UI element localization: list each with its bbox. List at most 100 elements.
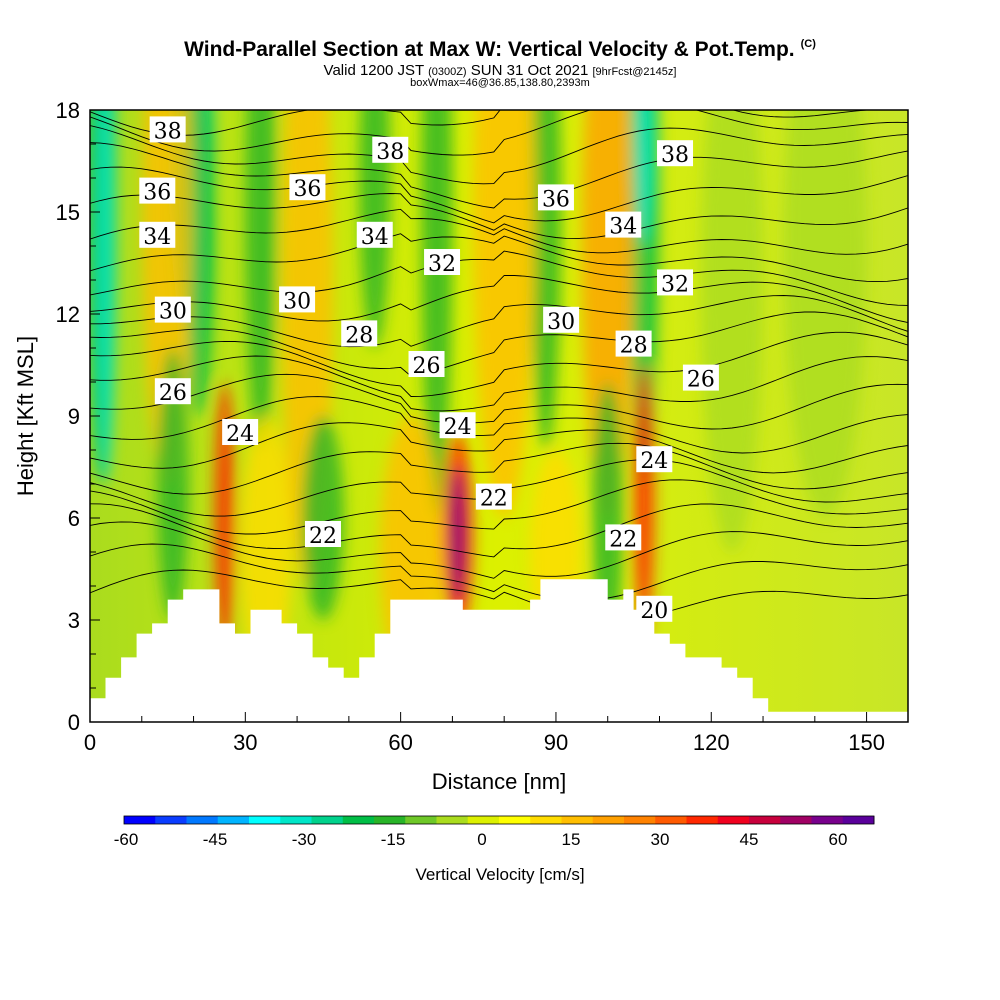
contour-label-box [279, 286, 316, 313]
x-tick-label: 30 [233, 730, 257, 755]
contour-label: 30 [543, 306, 580, 335]
colorbar-swatch [749, 816, 781, 824]
isentrope-line [90, 373, 908, 430]
contour-label-text: 30 [547, 310, 575, 335]
colorbar-tick-label: 60 [829, 830, 848, 849]
velocity-blob [214, 382, 235, 654]
velocity-blob [473, 110, 536, 518]
contour-label: 32 [424, 249, 461, 277]
isentrope-line [90, 250, 908, 306]
colorbar-swatch [186, 816, 219, 824]
contour-label: 26 [408, 351, 445, 379]
contour-label-text: 22 [609, 527, 637, 552]
terrain-mask [90, 579, 908, 722]
contour-label: 22 [475, 483, 512, 512]
velocity-blob [95, 110, 116, 484]
contour-label-text: 24 [640, 449, 668, 474]
x-axis-label: Distance [nm] [432, 769, 567, 794]
isentrope-lines [90, 110, 908, 621]
contour-label: 34 [139, 221, 176, 250]
box-info-line: boxWmax=46@36.85,138.80,2393m [410, 77, 590, 89]
contour-label-box [139, 177, 176, 204]
forecast-info: [9hrFcst@2145z] [592, 66, 677, 78]
y-tick-label: 18 [56, 98, 80, 123]
contour-label-text: 36 [143, 181, 171, 206]
y-axis-label: Height [Kft MSL] [13, 336, 38, 496]
contour-label: 32 [657, 269, 694, 297]
isentrope-line [90, 125, 908, 185]
isentrope-line [90, 233, 908, 283]
contour-label-box [304, 521, 341, 547]
isentrope-line [90, 521, 908, 579]
colorbar-tick-label: 15 [562, 830, 581, 849]
contour-label: 22 [605, 524, 642, 552]
colorbar-label: Vertical Velocity [cm/s] [415, 865, 584, 884]
contour-label: 36 [139, 177, 176, 206]
y-tick-label: 0 [68, 710, 80, 735]
x-tick-label: 60 [388, 730, 412, 755]
colorbar-swatch [280, 816, 312, 824]
contour-label: 38 [372, 136, 409, 165]
velocity-blob [633, 365, 655, 637]
isentrope-line [90, 569, 908, 621]
contour-label-box [341, 320, 378, 347]
colorbar-swatch [717, 816, 750, 824]
contour-label-box [154, 296, 191, 323]
contour-label: 30 [154, 296, 191, 325]
contour-label-text: 36 [293, 177, 321, 202]
isentrope-line [90, 331, 908, 397]
valid-time-utc: (0300Z) [428, 66, 467, 78]
y-tick-label: 12 [56, 302, 80, 327]
colorbar-frame [123, 815, 875, 825]
contour-label-box [615, 330, 652, 357]
isentrope-line [90, 503, 908, 558]
contour-label: 24 [439, 412, 476, 440]
isentrope-line [90, 543, 908, 601]
contour-label-text: 32 [428, 252, 456, 277]
y-tick-label: 6 [68, 506, 80, 531]
isentrope-line [90, 208, 908, 255]
contour-label-box [149, 116, 186, 143]
x-axis: 0 30 60 90 120 150 [84, 712, 885, 755]
contour-label: 24 [636, 446, 673, 474]
colorbar-swatch [561, 816, 594, 824]
contour-label-text: 26 [159, 381, 187, 406]
contour-label-text: 22 [309, 524, 337, 549]
colorbar-tick-label: 45 [740, 830, 759, 849]
y-tick-label: 3 [68, 608, 80, 633]
contour-label-box [543, 306, 580, 333]
colorbar-swatch [624, 816, 656, 824]
contour-label: 26 [682, 364, 719, 393]
contour-label-text: 30 [159, 300, 187, 325]
contour-label-box [372, 136, 409, 163]
contour-label-text: 24 [226, 422, 254, 447]
contour-label-box [424, 249, 461, 275]
contour-label-text: 38 [376, 140, 404, 165]
copyright-mark: (C) [800, 38, 816, 50]
velocity-blob [245, 110, 277, 450]
colorbar: -60 -45 -30 -15 0 15 30 45 60 [114, 815, 875, 849]
colorbar-tick-label: -15 [381, 830, 406, 849]
contour-label: 38 [657, 140, 694, 168]
contour-label-text: 20 [640, 599, 668, 624]
velocity-blob [359, 110, 391, 348]
isentrope-line [90, 311, 908, 377]
colorbar-swatch [436, 816, 469, 824]
x-tick-label: 90 [544, 730, 568, 755]
colorbar-swatch [530, 816, 562, 824]
isentrope-line [90, 295, 908, 348]
contour-label: 38 [149, 116, 186, 144]
x-tick-label: 0 [84, 730, 96, 755]
contour-label: 34 [356, 221, 393, 250]
isentrope-line [90, 142, 908, 209]
contour-label-box [289, 174, 326, 201]
contour-label-box [682, 364, 719, 391]
contour-label-box [222, 419, 259, 445]
contour-label-box [636, 446, 673, 473]
contour-label-text: 22 [480, 487, 508, 512]
colorbar-swatch [155, 816, 187, 824]
valid-time-date: SUN 31 Oct 2021 [470, 62, 589, 79]
contour-label-text: 38 [661, 143, 689, 168]
contour-label-text: 34 [361, 225, 389, 250]
contour-label-box [356, 221, 393, 248]
